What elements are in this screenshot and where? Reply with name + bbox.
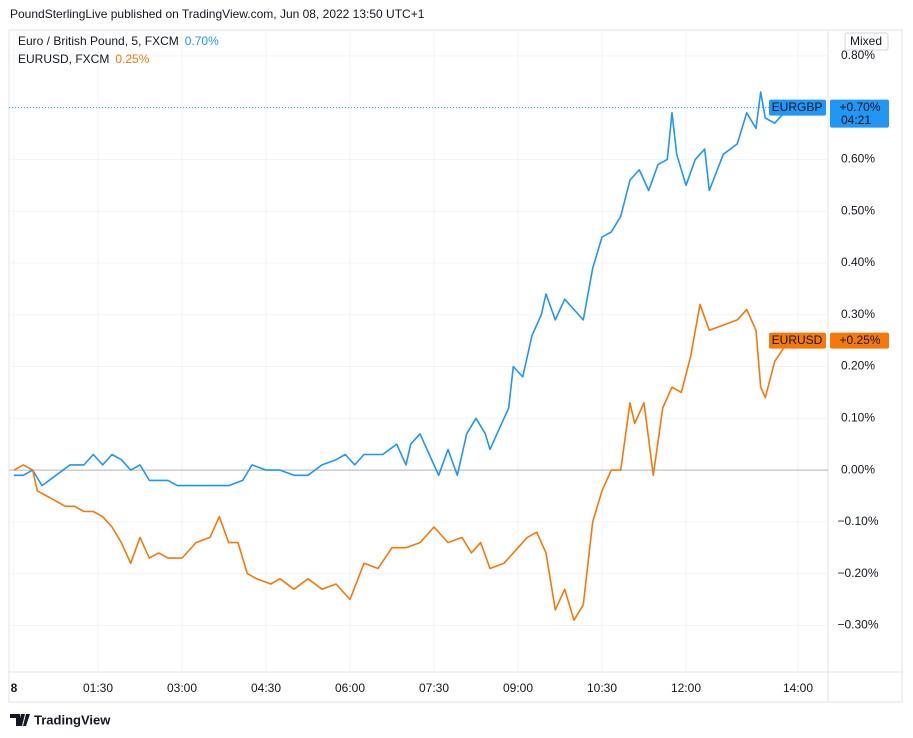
x-tick-label: 14:00 xyxy=(783,681,813,695)
scale-button-label[interactable]: Mixed xyxy=(850,34,882,48)
y-tick-label: −0.10% xyxy=(837,514,878,528)
chart-title: PoundSterlingLive published on TradingVi… xyxy=(10,7,425,21)
symbol-label: EURUSD xyxy=(772,333,823,347)
x-tick-label: 01:30 xyxy=(83,681,113,695)
y-tick-label: 0.30% xyxy=(841,307,875,321)
scale-button[interactable] xyxy=(844,32,889,51)
series-line xyxy=(13,303,790,621)
legend-value: 0.25% xyxy=(115,52,149,66)
y-tick-label: 0.60% xyxy=(841,152,875,166)
y-tick-label: 0.40% xyxy=(841,255,875,269)
frame xyxy=(8,29,903,703)
price-label: +0.70% xyxy=(839,100,880,114)
x-tick-label: 04:30 xyxy=(251,681,281,695)
x-tick-label: 03:00 xyxy=(167,681,197,695)
series-line xyxy=(14,91,790,487)
legend-name: Euro / British Pound, 5, FXCM xyxy=(18,34,179,48)
x-tick-label: 07:30 xyxy=(419,681,449,695)
symbol-badge xyxy=(769,332,826,349)
price-label: +0.25% xyxy=(839,333,880,347)
grid xyxy=(9,30,828,672)
legend-value: 0.70% xyxy=(185,34,219,48)
x-tick-label: 8 xyxy=(11,681,18,695)
x-tick-label: 06:00 xyxy=(335,681,365,695)
countdown-label: 04:21 xyxy=(841,113,871,127)
y-tick-label: 0.50% xyxy=(841,203,875,217)
y-tick-label: 0.10% xyxy=(841,410,875,424)
brand: TradingView xyxy=(34,712,111,727)
symbol-label: EURGBP xyxy=(772,100,823,114)
x-tick-label: 10:30 xyxy=(587,681,617,695)
price-badge xyxy=(830,99,889,128)
x-tick-label: 12:00 xyxy=(671,681,701,695)
legend-entry: EURUSD, FXCM 0.25% xyxy=(18,52,150,66)
y-tick-label: 0.20% xyxy=(841,359,875,373)
tradingview-logo: TradingView xyxy=(10,712,111,727)
symbol-badge xyxy=(769,99,826,116)
logo-icon xyxy=(10,714,30,726)
legend-name: EURUSD, FXCM xyxy=(18,52,109,66)
y-tick-label: −0.20% xyxy=(837,566,878,580)
y-tick-label: 0.80% xyxy=(841,48,875,62)
x-tick-label: 09:00 xyxy=(503,681,533,695)
y-tick-label: −0.30% xyxy=(837,618,878,632)
price-badge xyxy=(830,332,889,349)
legend-entry: Euro / British Pound, 5, FXCM 0.70% xyxy=(18,34,219,48)
y-tick-label: 0.00% xyxy=(841,462,875,476)
